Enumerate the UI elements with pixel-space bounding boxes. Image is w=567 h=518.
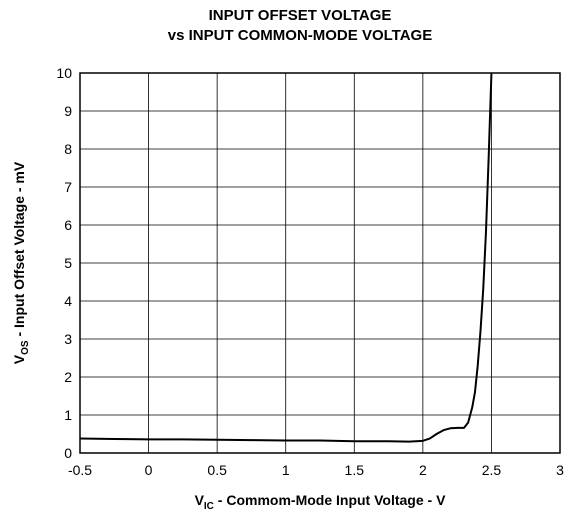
y-tick-label: 10	[56, 65, 72, 81]
x-axis-label: - Commom-Mode Input Voltage - V	[214, 492, 446, 508]
x-tick-label: 0.5	[207, 462, 227, 478]
y-tick-label: 2	[64, 369, 72, 385]
y-tick-label: 4	[64, 293, 72, 309]
x-tick-label: 1	[282, 462, 290, 478]
x-tick-label: -0.5	[68, 462, 92, 478]
y-tick-label: 0	[64, 445, 72, 461]
x-tick-label: 2	[419, 462, 427, 478]
y-axis-label: OS	[20, 340, 31, 355]
chart-title: INPUT OFFSET VOLTAGE	[209, 7, 392, 24]
y-axis-label: V	[11, 354, 27, 364]
y-tick-label: 1	[64, 407, 72, 423]
x-tick-label: 0	[145, 462, 153, 478]
y-tick-label: 9	[64, 103, 72, 119]
y-tick-label: 8	[64, 141, 72, 157]
chart-title: vs INPUT COMMON-MODE VOLTAGE	[168, 27, 432, 44]
y-tick-label: 6	[64, 217, 72, 233]
x-tick-label: 2.5	[482, 462, 502, 478]
y-tick-label: 3	[64, 331, 72, 347]
x-axis-label: VIC - Commom-Mode Input Voltage - V	[195, 492, 447, 512]
data-line	[79, 72, 493, 443]
x-axis-label: V	[195, 492, 205, 508]
x-tick-label: 1.5	[345, 462, 365, 478]
y-axis-label: VOS - Input Offset Voltage - mV	[11, 161, 31, 364]
y-tick-label: 5	[64, 255, 72, 271]
y-tick-label: 7	[64, 179, 72, 195]
plot-frame	[79, 72, 561, 454]
x-axis-label: IC	[204, 501, 214, 512]
y-axis-label: - Input Offset Voltage - mV	[11, 161, 27, 340]
x-tick-label: 3	[556, 462, 564, 478]
